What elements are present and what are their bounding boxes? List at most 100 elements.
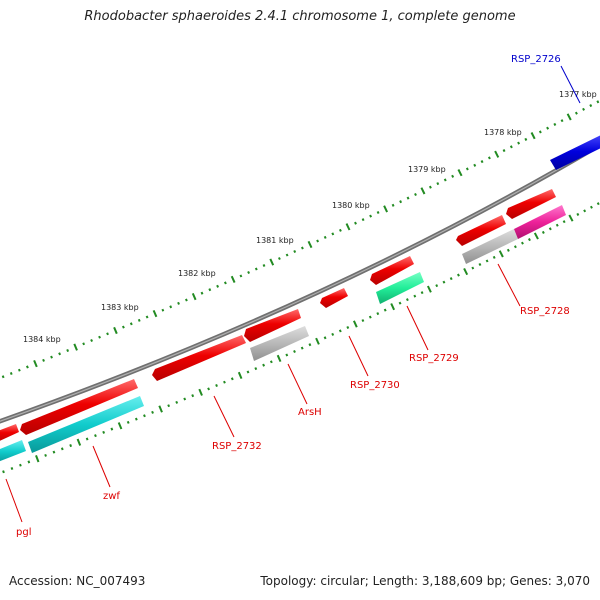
- leader-zwf: [92, 445, 111, 488]
- inner-minor-tick: [85, 437, 89, 441]
- inner-minor-tick: [420, 291, 424, 295]
- inner-minor-tick: [413, 294, 417, 298]
- outer-minor-tick: [502, 149, 506, 153]
- outer-major-tick: [530, 132, 536, 140]
- outer-minor-tick: [129, 322, 133, 326]
- outer-minor-tick: [208, 288, 212, 292]
- cog-pgl-cyan: [0, 440, 26, 462]
- kbp-label-1379: 1379 kbp: [408, 165, 446, 174]
- kbp-label-1384: 1384 kbp: [23, 335, 61, 344]
- outer-minor-tick: [487, 156, 491, 160]
- gene-label-ArsH: ArsH: [298, 407, 322, 418]
- outer-minor-tick: [98, 335, 101, 339]
- inner-minor-tick: [308, 343, 312, 347]
- leader-RSP_2729: [406, 305, 429, 351]
- inner-minor-tick: [323, 336, 327, 340]
- inner-minor-tick: [223, 380, 226, 384]
- gene-label-RSP_2729: RSP_2729: [409, 353, 459, 364]
- inner-minor-tick: [44, 453, 47, 457]
- outer-major-tick: [307, 240, 313, 249]
- feature-track: [0, 135, 600, 462]
- gene-label-RSP_2732: RSP_2732: [212, 441, 262, 452]
- inner-major-tick: [276, 354, 282, 363]
- outer-major-tick: [566, 113, 572, 121]
- inner-minor-tick: [262, 363, 266, 367]
- outer-minor-tick: [25, 365, 29, 369]
- outer-minor-tick: [524, 137, 528, 141]
- leader-RSP_2728: [497, 263, 521, 307]
- inner-minor-tick: [134, 417, 138, 421]
- inner-minor-tick: [94, 434, 97, 438]
- inner-minor-tick: [2, 470, 5, 474]
- inner-major-tick: [463, 267, 469, 276]
- cog-RSP_2728-gray: [462, 229, 518, 264]
- cog-zwf-cyan: [28, 396, 144, 453]
- inner-minor-tick: [60, 447, 64, 451]
- leader-RSP_2730: [348, 335, 369, 377]
- outer-minor-tick: [553, 122, 557, 126]
- outer-minor-tick: [1, 375, 5, 379]
- inner-minor-tick: [485, 259, 489, 263]
- outer-major-tick: [152, 309, 158, 318]
- outer-minor-tick: [391, 203, 395, 207]
- outer-major-tick: [345, 223, 351, 231]
- outer-minor-tick: [137, 318, 141, 322]
- cog-RSP_2729-green: [376, 272, 424, 304]
- outer-minor-tick: [66, 349, 70, 352]
- map-title: Rhodobacter sphaeroides 2.4.1 chromosome…: [84, 9, 516, 24]
- inner-minor-tick: [269, 360, 273, 364]
- inner-minor-tick: [126, 420, 130, 424]
- outer-minor-tick: [538, 130, 542, 134]
- outer-major-tick: [269, 258, 275, 266]
- inner-minor-tick: [338, 329, 342, 333]
- outer-minor-tick: [42, 358, 45, 362]
- outer-minor-tick: [473, 163, 477, 167]
- leader-RSP_2732: [213, 395, 235, 438]
- outer-minor-tick: [184, 298, 188, 302]
- inner-major-tick: [198, 388, 203, 396]
- inner-major-tick: [426, 285, 432, 293]
- inner-minor-tick: [19, 463, 22, 467]
- outer-minor-tick: [361, 218, 365, 222]
- outer-minor-tick: [121, 325, 125, 329]
- outer-minor-tick: [254, 267, 258, 271]
- kbp-tick-labels: 1377 kbp 1378 kbp 1379 kbp 1380 kbp 1381…: [23, 90, 597, 344]
- outer-minor-tick: [369, 214, 373, 218]
- outer-minor-tick: [443, 178, 447, 182]
- cds-RSP_2730: [320, 288, 348, 308]
- outer-minor-tick: [589, 104, 593, 108]
- chromosome-backbone: [0, 142, 600, 424]
- inner-minor-tick: [513, 245, 517, 249]
- outer-minor-tick: [177, 301, 180, 305]
- inner-minor-tick: [398, 301, 402, 305]
- outer-minor-tick: [50, 355, 53, 359]
- inner-major-tick: [568, 214, 574, 222]
- leader-RSP_2726: [560, 65, 581, 104]
- inner-minor-tick: [175, 400, 179, 404]
- inner-major-tick: [390, 303, 396, 311]
- outer-minor-tick: [239, 274, 243, 278]
- accession-text: Accession: NC_007493: [9, 574, 146, 588]
- backbone-outer-line: [0, 142, 600, 424]
- inner-minor-tick: [562, 220, 566, 224]
- outer-minor-tick: [546, 126, 550, 130]
- inner-minor-tick: [167, 404, 171, 408]
- inner-major-tick: [352, 320, 358, 328]
- inner-major-tick: [315, 337, 320, 345]
- outer-minor-tick: [376, 210, 380, 215]
- outer-minor-tick: [436, 182, 440, 186]
- inner-minor-tick: [293, 349, 296, 354]
- outer-minor-tick: [316, 239, 320, 243]
- cds-RSP_2732: [152, 335, 246, 381]
- inner-minor-tick: [10, 467, 14, 470]
- outer-minor-tick: [582, 107, 585, 111]
- inner-minor-tick: [27, 460, 31, 464]
- outer-minor-tick: [223, 281, 227, 285]
- inner-minor-tick: [110, 427, 114, 431]
- inner-minor-tick: [368, 315, 372, 319]
- outer-major-tick: [191, 292, 197, 301]
- outer-major-tick: [33, 360, 38, 368]
- inner-major-tick: [117, 422, 123, 430]
- inner-minor-tick: [230, 377, 234, 381]
